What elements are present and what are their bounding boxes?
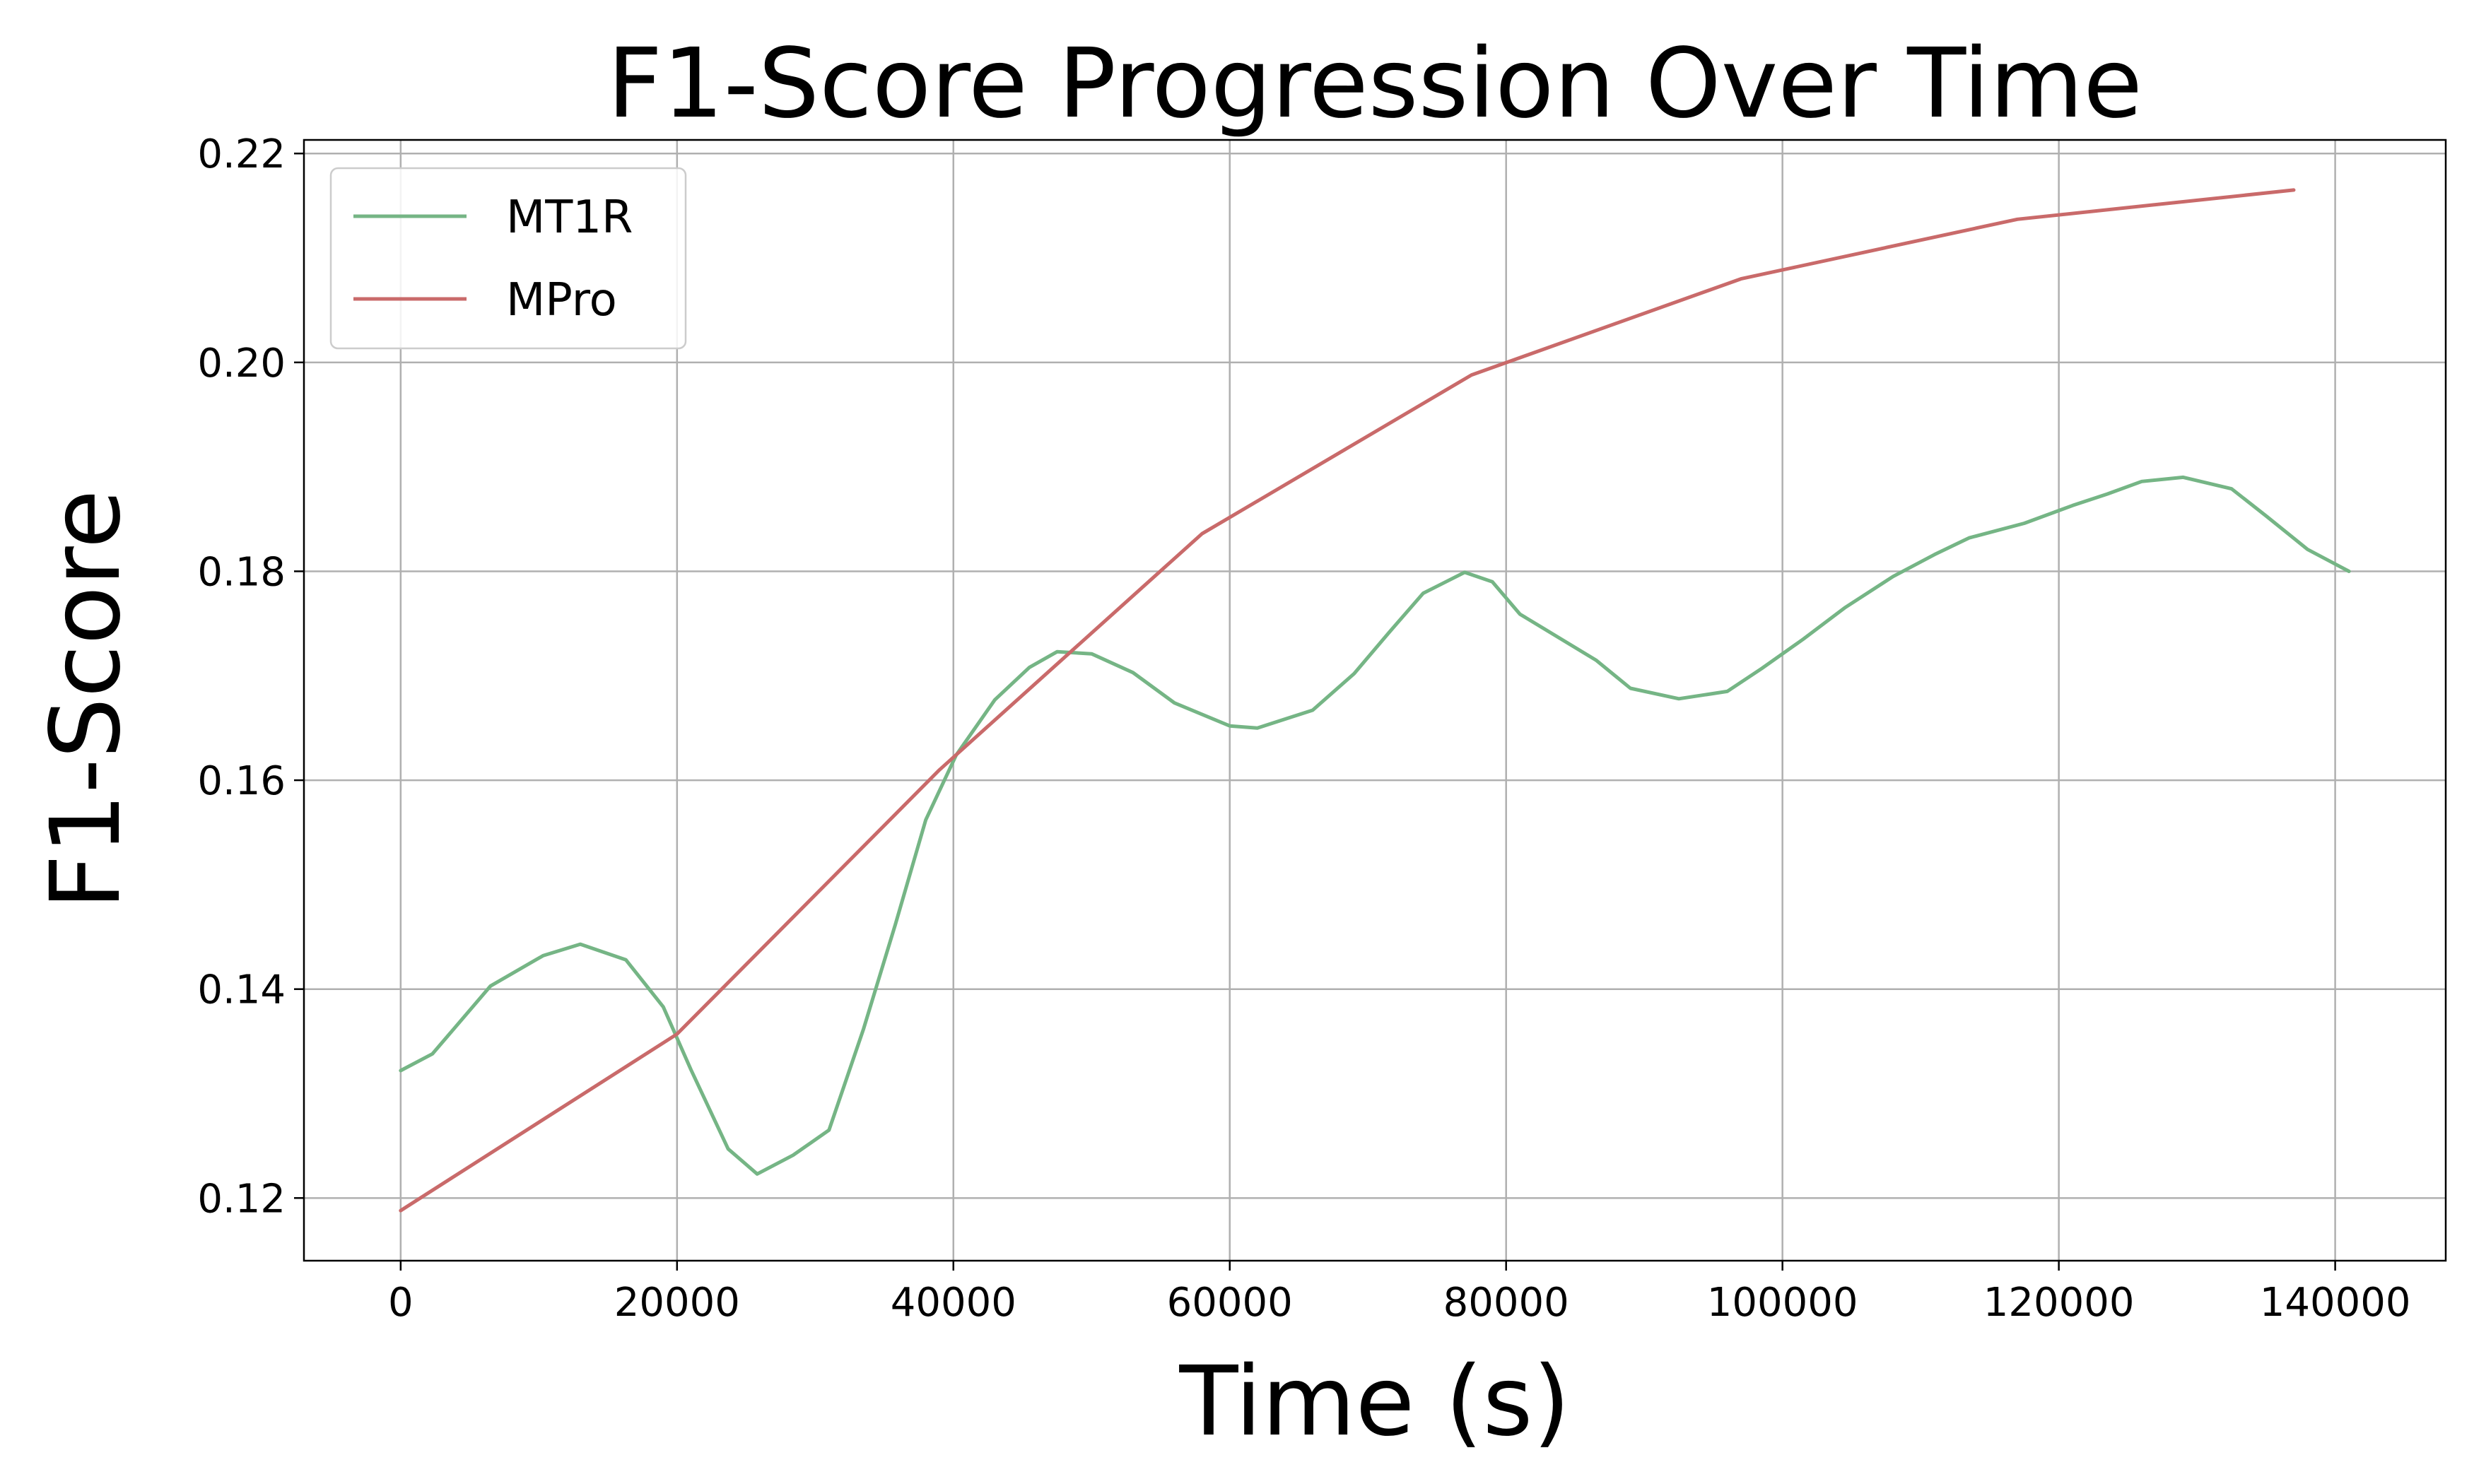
- y-tick-label: 0.20: [197, 341, 286, 387]
- y-tick-label: 0.12: [197, 1176, 286, 1222]
- y-tick-label: 0.14: [197, 967, 286, 1013]
- plot-area: [399, 188, 2351, 1213]
- y-tick-label: 0.18: [197, 549, 286, 595]
- legend-label-mpro: MPro: [506, 274, 617, 326]
- y-tick-label: 0.22: [197, 131, 286, 177]
- y-tick-label: 0.16: [197, 758, 286, 804]
- x-tick-label: 60000: [1167, 1280, 1293, 1326]
- x-tick-label: 100000: [1707, 1280, 1858, 1326]
- grid: [304, 140, 2446, 1261]
- x-tick-label: 120000: [1983, 1280, 2135, 1326]
- series-line-mt1r: [399, 475, 2351, 1176]
- y-axis-label: F1-Score: [30, 490, 142, 910]
- legend-box: [329, 167, 687, 350]
- legend-label-mt1r: MT1R: [506, 192, 633, 244]
- x-tick-label: 40000: [891, 1280, 1016, 1326]
- axes-frame: [303, 139, 2447, 1262]
- x-axis-label: Time (s): [1178, 1346, 1570, 1458]
- x-tick-label: 140000: [2260, 1280, 2411, 1326]
- x-tick-label: 80000: [1443, 1280, 1569, 1326]
- chart-title: F1-Score Progression Over Time: [607, 28, 2142, 140]
- x-tick-label: 20000: [614, 1280, 740, 1326]
- x-tick-label: 0: [388, 1280, 414, 1326]
- legend: MT1R MPro: [329, 167, 687, 350]
- ticks: 0 20000 40000 60000 80000 100000 120000 140000 0…: [197, 131, 2410, 1326]
- series-line-mpro: [399, 188, 2296, 1213]
